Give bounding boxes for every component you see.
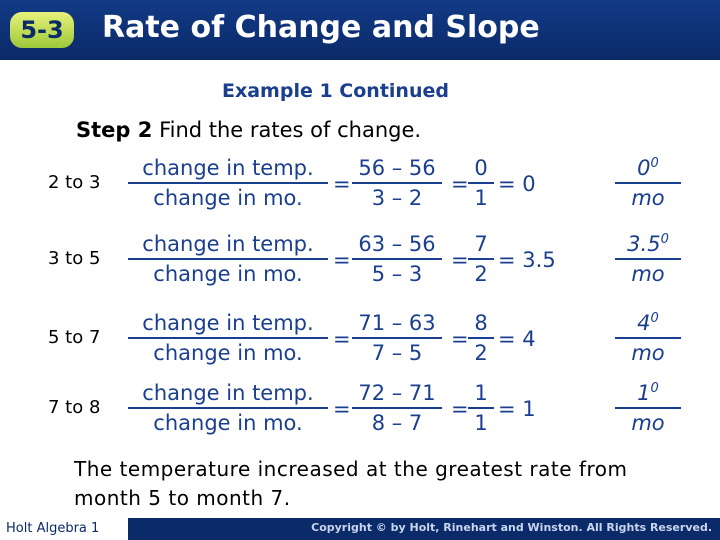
denominator: change in mo. [153,262,303,286]
denominator: 2 [474,262,488,286]
result: = 1 [498,397,536,421]
rate-value: 0 [637,156,651,180]
result: = 0 [498,172,536,196]
numerator: change in temp. [128,311,328,339]
row-label: 7 to 8 [48,397,101,418]
denominator: 1 [474,411,488,435]
denominator: 2 [474,341,488,365]
rate-value: 4 [637,311,651,335]
equals: = [451,248,469,272]
result-value: 3.5 [522,248,556,272]
denominator: change in mo. [153,341,303,365]
footer-left-box [0,518,130,540]
rate-value: 3.5 [627,232,661,256]
rate-denominator: mo [631,186,665,210]
numerator: change in temp. [128,381,328,409]
numerator: 56 – 56 [352,156,442,184]
rate-numerator: 40 [615,311,681,339]
denominator: change in mo. [153,411,303,435]
result: = 3.5 [498,248,556,272]
rate-numerator: 00 [615,156,681,184]
row-label: 5 to 7 [48,327,101,348]
degree: 0 [660,232,669,247]
denominator: 8 – 7 [371,411,423,435]
numerator: 8 [468,311,494,339]
rate-numerator: 3.50 [615,232,681,260]
row-label: 3 to 5 [48,248,101,269]
subtitle: Example 1 Continued [222,80,449,102]
numerator: 0 [468,156,494,184]
rate-denominator: mo [631,341,665,365]
numerator: 71 – 63 [352,311,442,339]
number-fraction: 63 – 56 5 – 3 [352,232,442,286]
word-fraction: change in temp. change in mo. [128,156,328,210]
equals: = [451,327,469,351]
word-fraction: change in temp. change in mo. [128,381,328,435]
numerator: 1 [468,381,494,409]
rate-fraction: 10 mo [615,381,681,435]
degree: 0 [650,381,659,396]
equals: = [451,172,469,196]
denominator: 7 – 5 [371,341,423,365]
rate-numerator: 10 [615,381,681,409]
row-label: 2 to 3 [48,172,101,193]
denominator: 1 [474,186,488,210]
rate-denominator: mo [631,411,665,435]
copyright: Copyright © by Holt, Rinehart and Winsto… [311,521,712,534]
lesson-badge: 5-3 [10,12,74,48]
degree: 0 [650,156,659,171]
degree: 0 [650,311,659,326]
rate-value: 1 [637,381,651,405]
numerator: change in temp. [128,232,328,260]
step-line: Step 2 Find the rates of change. [76,118,421,142]
rate-fraction: 40 mo [615,311,681,365]
equals: = [333,172,351,196]
slide-title: Rate of Change and Slope [102,10,540,45]
step-label: Step 2 [76,118,153,142]
rate-denominator: mo [631,262,665,286]
word-fraction: change in temp. change in mo. [128,232,328,286]
denominator: change in mo. [153,186,303,210]
equals: = [333,397,351,421]
numerator: 7 [468,232,494,260]
result-value: 1 [522,397,536,421]
result-value: 4 [522,327,536,351]
number-fraction: 72 – 71 8 – 7 [352,381,442,435]
rate-fraction: 00 mo [615,156,681,210]
equals: = [451,397,469,421]
step-text: Find the rates of change. [159,118,422,142]
word-fraction: change in temp. change in mo. [128,311,328,365]
conclusion: The temperature increased at the greates… [74,457,628,510]
numerator: change in temp. [128,156,328,184]
header-bar [0,0,720,60]
number-fraction: 71 – 63 7 – 5 [352,311,442,365]
numerator: 72 – 71 [352,381,442,409]
footer-bar [0,518,720,540]
equals: = [333,327,351,351]
result-value: 0 [522,172,536,196]
equals: = [333,248,351,272]
rate-fraction: 3.50 mo [615,232,681,286]
result: = 4 [498,327,536,351]
numerator: 63 – 56 [352,232,442,260]
footer-left: Holt Algebra 1 [6,521,100,536]
denominator: 5 – 3 [371,262,423,286]
number-fraction: 56 – 56 3 – 2 [352,156,442,210]
denominator: 3 – 2 [371,186,423,210]
